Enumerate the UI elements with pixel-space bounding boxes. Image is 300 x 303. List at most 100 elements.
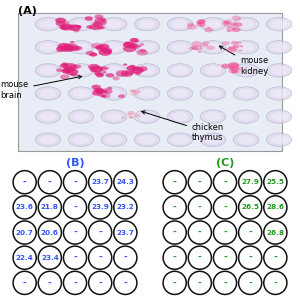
Circle shape <box>238 196 262 219</box>
Text: -: - <box>73 253 77 262</box>
Circle shape <box>204 28 213 32</box>
Circle shape <box>73 89 89 98</box>
Text: -: - <box>198 278 202 287</box>
Circle shape <box>167 18 193 31</box>
Circle shape <box>97 90 104 95</box>
Text: 22.4: 22.4 <box>16 255 34 261</box>
Circle shape <box>135 47 139 49</box>
Circle shape <box>172 43 188 52</box>
Circle shape <box>61 62 68 66</box>
Circle shape <box>106 112 122 121</box>
Circle shape <box>238 135 254 144</box>
Circle shape <box>172 135 188 144</box>
Circle shape <box>58 43 70 50</box>
Circle shape <box>188 271 212 295</box>
Circle shape <box>96 73 104 77</box>
Circle shape <box>73 66 89 75</box>
Circle shape <box>167 133 193 146</box>
Circle shape <box>63 67 75 73</box>
Circle shape <box>61 68 73 74</box>
Circle shape <box>92 22 100 26</box>
Circle shape <box>94 17 106 24</box>
Circle shape <box>163 246 186 269</box>
Circle shape <box>167 64 193 77</box>
Circle shape <box>60 75 69 79</box>
Text: -: - <box>173 278 176 287</box>
Circle shape <box>88 171 112 194</box>
Circle shape <box>59 25 68 29</box>
Circle shape <box>35 18 61 31</box>
Text: -: - <box>173 253 176 262</box>
Text: -: - <box>23 178 26 187</box>
Circle shape <box>13 246 36 269</box>
Circle shape <box>114 171 137 194</box>
Circle shape <box>112 77 120 80</box>
Circle shape <box>123 63 127 66</box>
Circle shape <box>134 87 160 100</box>
Text: -: - <box>274 278 277 287</box>
Circle shape <box>202 41 210 45</box>
Text: -: - <box>248 228 252 237</box>
Circle shape <box>73 43 89 52</box>
Circle shape <box>205 66 221 75</box>
Circle shape <box>231 72 235 74</box>
Circle shape <box>102 71 106 73</box>
Circle shape <box>163 196 186 219</box>
Circle shape <box>172 20 188 28</box>
Circle shape <box>238 171 262 194</box>
Circle shape <box>264 196 287 219</box>
Circle shape <box>61 45 74 52</box>
Circle shape <box>97 47 105 52</box>
Circle shape <box>106 66 122 75</box>
Circle shape <box>63 221 87 244</box>
Circle shape <box>192 48 197 50</box>
Circle shape <box>266 64 292 77</box>
Circle shape <box>222 41 230 45</box>
Circle shape <box>194 45 203 50</box>
Circle shape <box>206 45 215 50</box>
Circle shape <box>136 49 148 56</box>
Circle shape <box>35 64 61 77</box>
Circle shape <box>134 66 140 69</box>
Circle shape <box>106 135 122 144</box>
Circle shape <box>60 24 73 31</box>
Circle shape <box>106 89 122 98</box>
Circle shape <box>124 42 131 45</box>
Circle shape <box>131 67 144 74</box>
Circle shape <box>188 171 212 194</box>
Circle shape <box>139 135 155 144</box>
Circle shape <box>205 112 221 121</box>
Circle shape <box>92 26 101 30</box>
Circle shape <box>118 94 125 98</box>
Circle shape <box>94 88 103 93</box>
Circle shape <box>38 221 61 244</box>
Circle shape <box>231 70 238 73</box>
Circle shape <box>121 71 133 77</box>
Circle shape <box>68 87 94 100</box>
Circle shape <box>188 196 212 219</box>
Text: -: - <box>73 203 77 212</box>
Circle shape <box>205 43 221 52</box>
Circle shape <box>101 41 127 54</box>
Circle shape <box>56 68 63 72</box>
Circle shape <box>135 90 140 93</box>
Circle shape <box>35 87 61 100</box>
Circle shape <box>68 25 81 31</box>
Circle shape <box>131 91 134 92</box>
Circle shape <box>271 20 287 28</box>
Circle shape <box>134 18 160 31</box>
Circle shape <box>264 221 287 244</box>
Circle shape <box>105 67 109 69</box>
Circle shape <box>188 221 212 244</box>
Circle shape <box>196 20 205 25</box>
Circle shape <box>266 110 292 123</box>
Circle shape <box>65 64 78 71</box>
Circle shape <box>189 47 195 50</box>
Text: -: - <box>223 253 227 262</box>
Circle shape <box>233 41 259 54</box>
Circle shape <box>200 110 226 123</box>
Circle shape <box>68 64 94 77</box>
Circle shape <box>125 70 135 75</box>
Circle shape <box>140 49 146 52</box>
Text: -: - <box>198 178 202 187</box>
